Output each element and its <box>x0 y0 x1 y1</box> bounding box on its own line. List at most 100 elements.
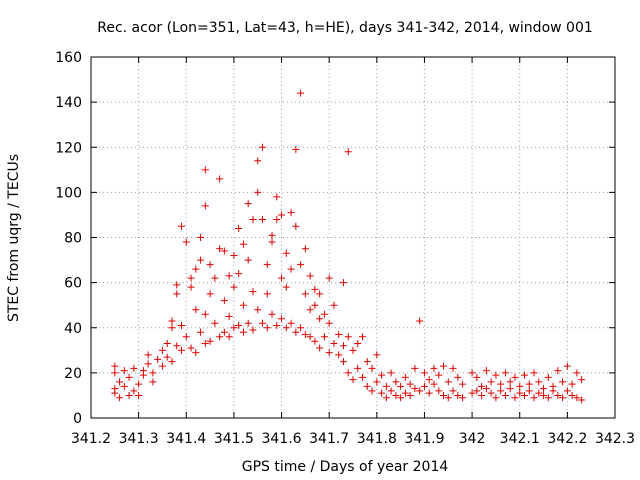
data-point <box>178 222 186 230</box>
data-point <box>235 224 243 232</box>
data-point <box>197 234 205 241</box>
data-point <box>263 290 271 298</box>
data-point <box>578 396 586 404</box>
data-point <box>230 324 238 332</box>
data-point <box>354 364 362 372</box>
data-point <box>344 148 352 156</box>
data-point <box>325 274 333 282</box>
data-point <box>540 391 548 399</box>
data-point <box>116 394 124 402</box>
data-point <box>373 378 381 386</box>
data-point <box>139 367 147 375</box>
x-tick-label: 342.2 <box>547 431 587 447</box>
data-point <box>487 378 495 386</box>
data-point <box>454 391 462 399</box>
data-point <box>420 369 428 377</box>
data-point <box>468 369 476 377</box>
data-point <box>192 306 200 314</box>
data-point <box>549 387 557 395</box>
data-point <box>416 387 424 395</box>
data-point <box>306 306 314 314</box>
data-point <box>282 283 290 291</box>
data-point <box>187 283 195 291</box>
data-point <box>311 285 319 293</box>
data-point <box>182 333 190 341</box>
data-point <box>111 369 119 377</box>
data-point <box>125 373 133 381</box>
y-tick-label: 140 <box>55 95 82 111</box>
data-point <box>378 371 386 379</box>
data-point <box>382 394 390 402</box>
data-point <box>430 364 438 372</box>
data-point <box>173 342 181 350</box>
data-point <box>411 364 419 372</box>
x-tick-label: 341.4 <box>166 431 206 447</box>
data-point <box>378 389 386 397</box>
data-point <box>268 231 276 239</box>
data-point <box>268 310 276 318</box>
data-point <box>459 380 467 388</box>
data-point <box>244 200 252 208</box>
data-point <box>397 382 405 390</box>
data-point <box>573 369 581 377</box>
data-point <box>440 391 448 399</box>
data-point <box>297 324 305 332</box>
grid <box>91 57 615 418</box>
data-point <box>363 382 371 390</box>
data-point <box>344 369 352 377</box>
y-tick-label: 20 <box>64 366 82 382</box>
data-point <box>492 394 500 402</box>
data-point <box>578 376 586 384</box>
data-point <box>278 274 286 282</box>
data-point <box>254 157 262 165</box>
data-point <box>192 265 200 273</box>
data-point <box>149 378 157 386</box>
data-point <box>306 333 314 341</box>
data-point <box>411 385 419 393</box>
data-point <box>468 389 476 397</box>
data-point <box>201 310 209 318</box>
data-point <box>320 310 328 318</box>
data-point <box>482 367 490 375</box>
data-point <box>287 209 295 217</box>
y-tick-label: 60 <box>64 276 82 292</box>
data-point <box>197 256 205 264</box>
data-point <box>544 373 552 381</box>
data-point <box>444 378 452 386</box>
data-point <box>278 315 286 323</box>
x-axis-title: GPS time / Days of year 2014 <box>242 459 449 475</box>
data-point <box>168 317 176 325</box>
data-point <box>316 344 324 352</box>
data-point <box>187 344 195 352</box>
y-tick-label: 80 <box>64 231 82 247</box>
data-point <box>554 367 562 375</box>
data-point <box>359 333 367 341</box>
data-point <box>225 312 233 320</box>
data-point <box>525 380 533 388</box>
data-point <box>335 331 343 339</box>
data-point <box>339 342 347 350</box>
data-point <box>535 378 543 386</box>
data-point <box>335 351 343 359</box>
data-point <box>254 306 262 314</box>
data-point <box>573 394 581 402</box>
data-point <box>520 391 528 399</box>
data-point <box>511 394 519 402</box>
x-tick-label: 341.3 <box>119 431 159 447</box>
data-point <box>220 328 228 336</box>
data-point <box>311 301 319 309</box>
data-point <box>149 369 157 377</box>
data-point <box>568 391 576 399</box>
data-point <box>359 373 367 381</box>
data-point <box>158 346 166 354</box>
data-point <box>282 249 290 257</box>
data-point <box>368 364 376 372</box>
data-point <box>158 362 166 370</box>
data-point <box>435 371 443 379</box>
data-point <box>273 321 281 329</box>
data-point <box>130 364 138 372</box>
y-tick-label: 100 <box>55 185 82 201</box>
data-point <box>420 382 428 390</box>
data-point <box>535 389 543 397</box>
